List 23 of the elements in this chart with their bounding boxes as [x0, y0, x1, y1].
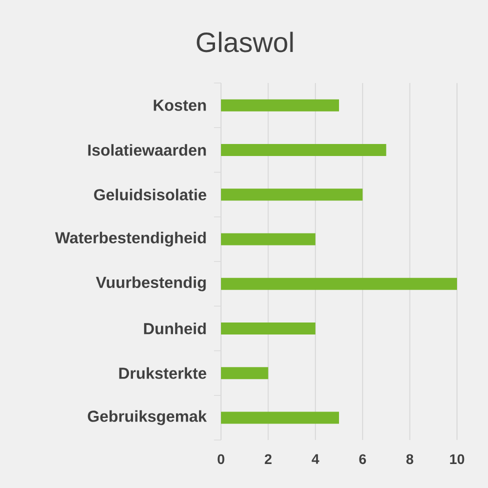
bar	[221, 367, 268, 380]
bar	[221, 99, 340, 112]
bar	[221, 412, 340, 424]
x-tick-label: 6	[359, 454, 366, 464]
x-tick-label: 8	[406, 454, 414, 464]
y-tick-label: Isolatiewaarden	[88, 144, 206, 156]
y-tick-label: Dunheid	[144, 322, 206, 334]
chart-title: Glaswol	[196, 32, 293, 52]
bar	[221, 188, 363, 201]
y-tick-label: Waterbestendigheid	[55, 232, 206, 247]
x-tick-label: 0	[218, 454, 224, 464]
x-tick-label: 10	[450, 454, 464, 464]
y-tick-label: Gebruiksgemak	[88, 410, 207, 426]
bar	[221, 144, 386, 156]
bar	[221, 278, 458, 290]
y-tick-label: Vuurbestendig	[96, 276, 206, 292]
bar	[221, 233, 316, 246]
y-tick-label: Geluidsisolatie	[94, 188, 206, 200]
y-tick-label: Kosten	[154, 100, 206, 111]
x-tick-label: 4	[312, 454, 320, 464]
x-tick-label: 2	[264, 454, 272, 464]
bar	[221, 322, 316, 334]
y-tick-label: Druksterkte	[119, 367, 206, 379]
